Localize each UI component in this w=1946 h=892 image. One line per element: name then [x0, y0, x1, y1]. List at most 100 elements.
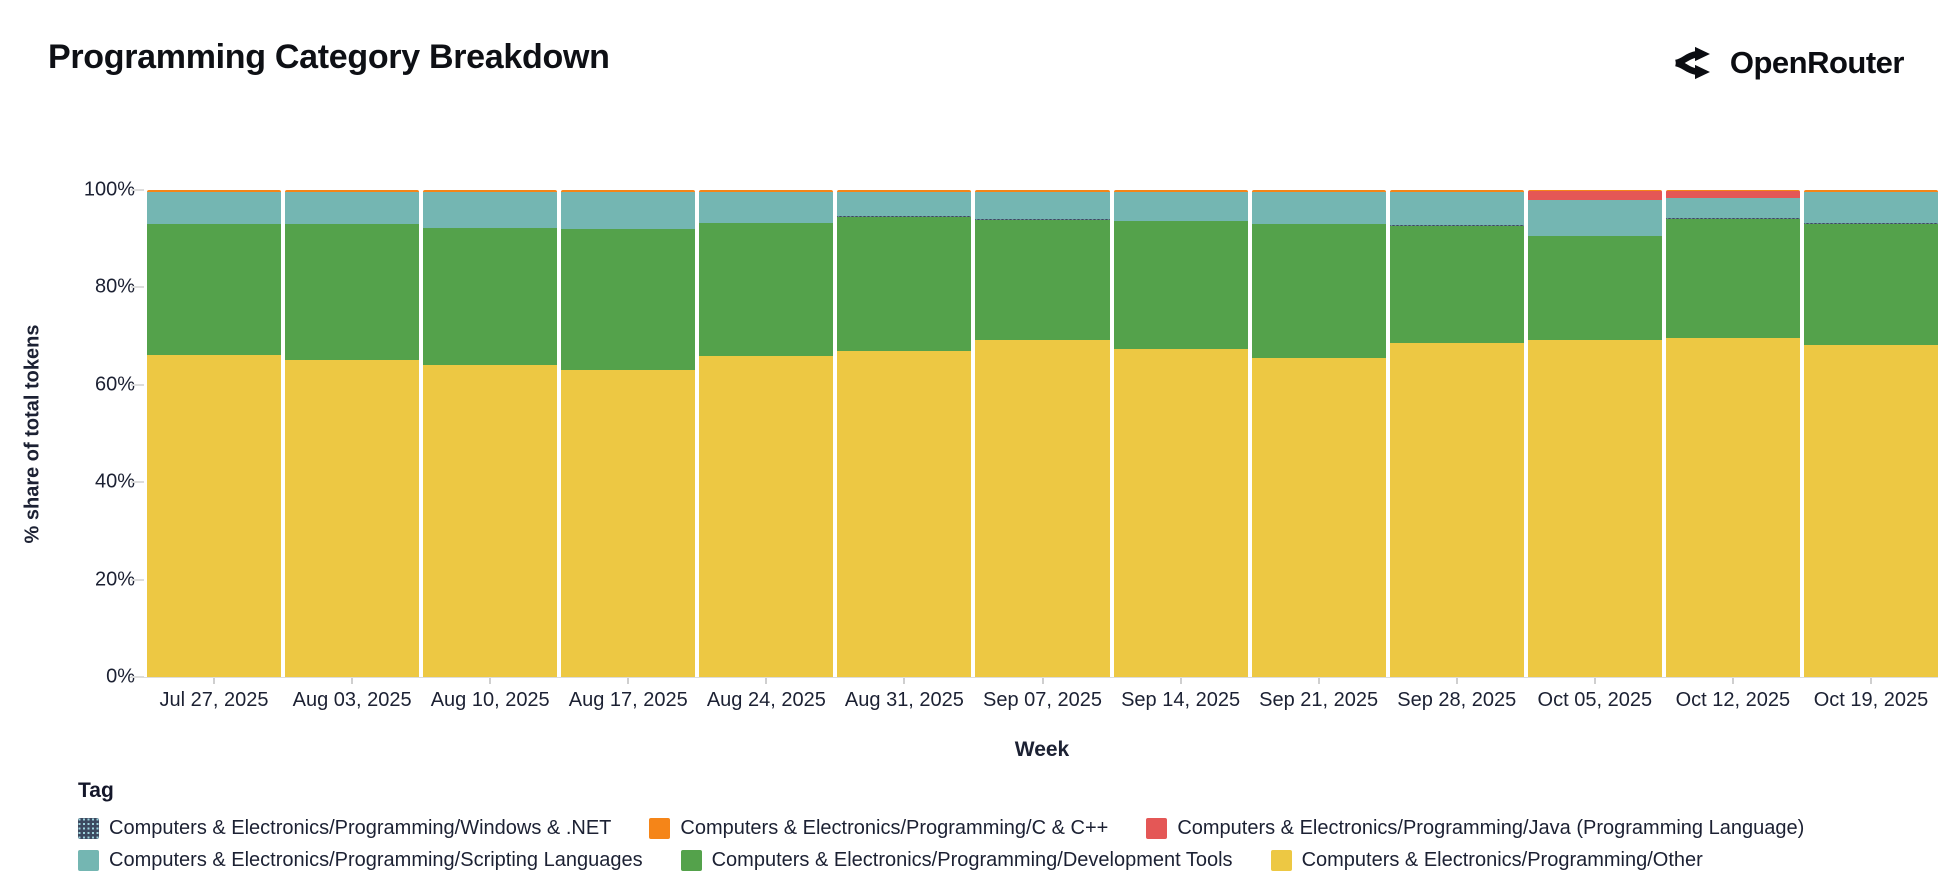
bar-segment[interactable]	[423, 190, 558, 192]
bar-segment[interactable]	[699, 223, 834, 356]
legend-swatch-icon	[78, 850, 99, 871]
page-title: Programming Category Breakdown	[48, 38, 610, 76]
x-axis-line	[128, 677, 1938, 678]
bar-segment[interactable]	[1113, 192, 1248, 221]
legend-item[interactable]: Computers & Electronics/Programming/Deve…	[680, 849, 1233, 872]
legend-label: Computers & Electronics/Programming/Othe…	[1301, 849, 1703, 871]
bar-segment[interactable]	[1113, 221, 1248, 350]
y-tick-label: 80%	[94, 275, 135, 298]
bar-segment[interactable]	[423, 228, 558, 366]
bar-segment[interactable]	[1665, 190, 1800, 198]
bar-column[interactable]	[147, 190, 282, 677]
bar-segment[interactable]	[423, 192, 558, 228]
bar-segment[interactable]	[285, 360, 420, 677]
bar-segment[interactable]	[147, 190, 282, 192]
plot-area	[147, 190, 1939, 677]
bar-segment[interactable]	[285, 192, 420, 224]
y-tick-mark	[131, 383, 144, 386]
bar-segment[interactable]	[1251, 224, 1386, 359]
x-tick-mark	[765, 678, 768, 684]
legend-row: Computers & Electronics/Programming/Wind…	[78, 817, 1804, 840]
bar-column[interactable]	[285, 190, 420, 677]
y-tick-label: 0%	[106, 665, 135, 688]
bar-segment[interactable]	[1251, 190, 1386, 192]
bar-column[interactable]	[699, 190, 834, 677]
bar-segment[interactable]	[1803, 345, 1939, 677]
x-tick-label: Sep 07, 2025	[983, 689, 1102, 711]
y-tick-mark	[131, 189, 144, 191]
bar-segment[interactable]	[147, 354, 282, 677]
y-tick-label: 20%	[94, 568, 135, 591]
bar-segment[interactable]	[285, 190, 420, 192]
legend-title: Tag	[78, 779, 114, 802]
bar-column[interactable]	[1113, 190, 1248, 677]
legend-item[interactable]: Computers & Electronics/Programming/Othe…	[1270, 849, 1703, 872]
bar-segment[interactable]	[1389, 225, 1524, 344]
bar-segment[interactable]	[699, 190, 834, 192]
x-tick-mark	[1179, 678, 1182, 684]
y-tick-mark	[131, 676, 144, 678]
bar-segment[interactable]	[975, 190, 1110, 192]
bar-segment[interactable]	[1113, 349, 1248, 677]
bar-segment[interactable]	[975, 340, 1110, 677]
openrouter-logo-icon	[1672, 40, 1718, 86]
bar-column[interactable]	[1389, 190, 1524, 677]
bar-column[interactable]	[975, 190, 1110, 677]
legend-swatch-icon	[78, 818, 99, 839]
bar-column[interactable]	[1665, 190, 1800, 677]
bar-segment[interactable]	[975, 192, 1110, 220]
bar-segment[interactable]	[1527, 236, 1662, 340]
bar-segment[interactable]	[837, 190, 972, 192]
bar-segment[interactable]	[1251, 358, 1386, 677]
bar-segment[interactable]	[561, 229, 696, 371]
bar-segment[interactable]	[1527, 339, 1662, 677]
bar-column[interactable]	[1803, 190, 1939, 677]
legend-item[interactable]: Computers & Electronics/Programming/Wind…	[78, 817, 611, 840]
bar-column[interactable]	[423, 190, 558, 677]
bar-segment[interactable]	[1113, 190, 1248, 192]
bar-column[interactable]	[561, 190, 696, 677]
x-tick-mark	[1731, 678, 1734, 684]
bar-segment[interactable]	[1251, 192, 1386, 224]
x-axis-title: Week	[1014, 738, 1070, 761]
bar-segment[interactable]	[699, 355, 834, 677]
bar-segment[interactable]	[837, 192, 972, 217]
bar-segment[interactable]	[1665, 337, 1800, 677]
x-tick-label: Sep 21, 2025	[1259, 689, 1379, 711]
bar-segment[interactable]	[561, 190, 696, 192]
bar-segment[interactable]	[837, 350, 972, 677]
bar-segment[interactable]	[1527, 190, 1662, 200]
bar-segment[interactable]	[423, 365, 558, 677]
bar-segment[interactable]	[147, 224, 282, 355]
bar-segment[interactable]	[1665, 218, 1800, 338]
x-tick-label: Sep 14, 2025	[1121, 689, 1241, 711]
legend-item[interactable]: Computers & Electronics/Programming/C & …	[649, 817, 1108, 840]
bar-segment[interactable]	[285, 224, 420, 361]
x-tick-mark	[489, 678, 492, 684]
bar-segment[interactable]	[1803, 223, 1939, 346]
bar-segment[interactable]	[1527, 199, 1662, 236]
bar-segment[interactable]	[561, 370, 696, 677]
bar-segment[interactable]	[699, 192, 834, 223]
x-tick-label: Oct 19, 2025	[1813, 689, 1929, 711]
bar-segment[interactable]	[1803, 190, 1939, 192]
bar-segment[interactable]	[561, 192, 696, 229]
bar-segment[interactable]	[1389, 192, 1524, 226]
legend-swatch-icon	[1146, 818, 1168, 839]
x-tick-mark	[213, 678, 216, 684]
bar-segment[interactable]	[975, 219, 1110, 340]
bar-segment[interactable]	[837, 216, 972, 351]
bar-segment[interactable]	[1389, 343, 1524, 677]
x-tick-label: Aug 03, 2025	[292, 689, 412, 711]
legend-item[interactable]: Computers & Electronics/Programming/Java…	[1146, 817, 1804, 840]
bar-column[interactable]	[1527, 190, 1662, 677]
bar-column[interactable]	[837, 190, 972, 677]
bar-segment[interactable]	[1803, 192, 1939, 224]
x-tick-mark	[1317, 678, 1320, 684]
bar-segment[interactable]	[1665, 197, 1800, 219]
y-tick-label: 60%	[94, 373, 135, 396]
bar-column[interactable]	[1251, 190, 1386, 677]
bar-segment[interactable]	[1389, 190, 1524, 192]
legend-item[interactable]: Computers & Electronics/Programming/Scri…	[78, 849, 643, 872]
bar-segment[interactable]	[147, 192, 282, 224]
